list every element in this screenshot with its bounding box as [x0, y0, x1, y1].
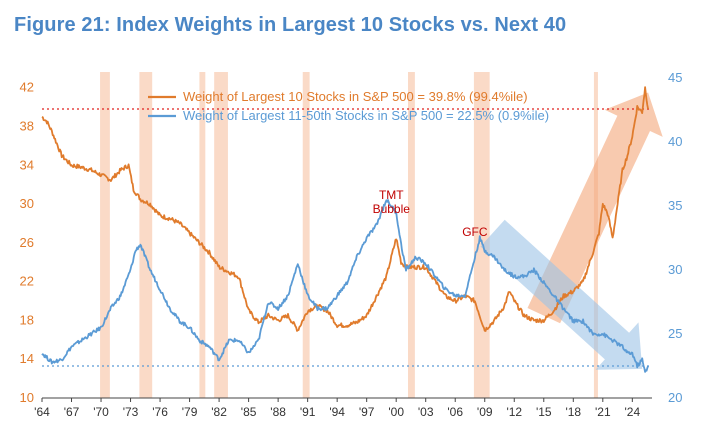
series-line-top10	[41, 86, 649, 332]
legend-label: Weight of Largest 10 Stocks in S&P 500 =…	[183, 89, 528, 104]
legend-label: Weight of Largest 11-50th Stocks in S&P …	[183, 108, 549, 123]
recession-band-1	[139, 72, 153, 398]
recession-band-5	[408, 72, 415, 398]
x-tick-label: '64	[34, 405, 50, 419]
x-tick-label: '76	[152, 405, 168, 419]
y-right-tick-label: 30	[668, 262, 682, 277]
y-left-tick-label: 22	[20, 274, 34, 289]
recession-band-6	[473, 72, 490, 398]
x-tick-label: '70	[93, 405, 109, 419]
legend: Weight of Largest 10 Stocks in S&P 500 =…	[148, 89, 549, 123]
x-tick-label: '21	[595, 405, 611, 419]
y-right-tick-label: 25	[668, 326, 682, 341]
reference-lines	[42, 108, 652, 367]
x-tick-label: '03	[418, 405, 434, 419]
recession-band-4	[302, 72, 310, 398]
x-tick-label: '15	[536, 405, 552, 419]
y-right-tick-label: 20	[668, 390, 682, 405]
y-left-tick-label: 38	[20, 118, 34, 133]
x-tick-label: '12	[506, 405, 522, 419]
annotation-label: Bubble	[373, 202, 411, 216]
recession-band-0	[100, 72, 110, 398]
annotation-label: GFC	[462, 225, 488, 239]
y-left-tick-label: 42	[20, 80, 34, 95]
x-tick-label: '88	[270, 405, 286, 419]
x-tick-label: '91	[300, 405, 316, 419]
chart-title: Figure 21: Index Weights in Largest 10 S…	[14, 14, 567, 36]
x-tick-label: '06	[447, 405, 463, 419]
annotation-label: TMT	[379, 188, 404, 202]
x-tick-label: '09	[477, 405, 493, 419]
x-tick-label: '79	[182, 405, 198, 419]
recession-bands	[100, 72, 598, 398]
recession-band-3	[214, 72, 228, 398]
axes: 10 14 18 22 26 30 34 38 42 20 25 30 35 40 45 '64 '67 '70 '…	[20, 70, 683, 419]
trend-arrows	[480, 92, 663, 370]
x-tick-label: '97	[359, 405, 375, 419]
x-tick-label: '18	[565, 405, 581, 419]
recession-band-2	[199, 72, 206, 398]
x-tick-label: '24	[625, 405, 641, 419]
x-tick-label: '67	[64, 405, 80, 419]
trend-arrow-down	[480, 219, 643, 370]
x-tick-label: '73	[123, 405, 139, 419]
y-left-tick-label: 10	[20, 390, 34, 405]
y-right-tick-label: 45	[668, 70, 682, 85]
x-tick-label: '00	[388, 405, 404, 419]
y-right-tick-label: 40	[668, 134, 682, 149]
y-left-tick-label: 14	[20, 351, 34, 366]
y-left-tick-label: 18	[20, 312, 34, 327]
y-right-tick-label: 35	[668, 198, 682, 213]
y-left-tick-label: 34	[20, 157, 34, 172]
series-line-next40	[41, 199, 649, 373]
x-tick-label: '85	[241, 405, 257, 419]
series-lines	[41, 86, 649, 373]
x-tick-label: '94	[329, 405, 345, 419]
y-left-tick-label: 26	[20, 235, 34, 250]
x-tick-label: '82	[211, 405, 227, 419]
y-left-tick-label: 30	[20, 196, 34, 211]
